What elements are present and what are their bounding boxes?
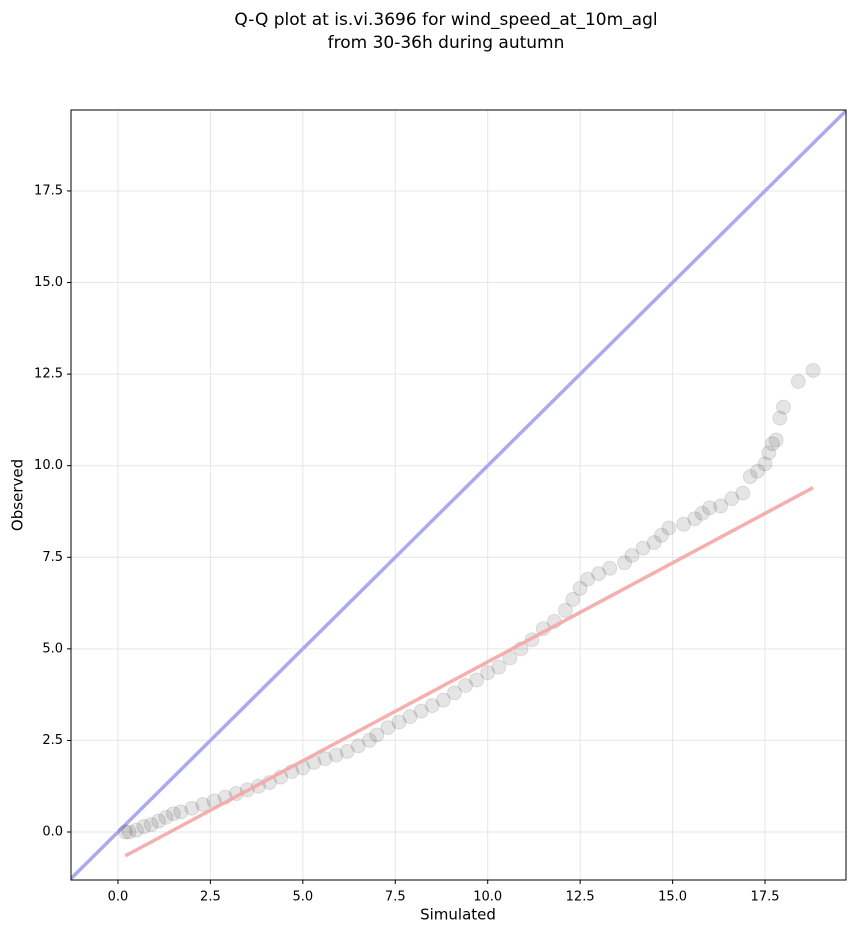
point — [458, 677, 474, 693]
y-tick-label: 5.0 — [42, 641, 63, 656]
point — [724, 491, 740, 507]
point — [764, 436, 780, 452]
point — [761, 445, 777, 461]
point — [173, 804, 189, 820]
point — [158, 809, 174, 825]
point — [121, 824, 137, 840]
point — [617, 555, 633, 571]
fit-line — [124, 486, 814, 858]
y-tick-label: 17.5 — [34, 183, 63, 198]
point — [380, 720, 396, 736]
point — [772, 410, 788, 426]
point — [572, 580, 588, 596]
point — [591, 566, 607, 582]
point — [653, 527, 669, 543]
point — [446, 685, 462, 701]
point — [742, 469, 758, 485]
identity-line — [71, 110, 846, 880]
point — [165, 806, 181, 822]
point — [565, 591, 581, 607]
y-tick-label: 12.5 — [34, 367, 63, 382]
point — [687, 511, 703, 527]
point — [128, 822, 144, 838]
point — [317, 751, 333, 767]
point — [713, 498, 729, 514]
point — [491, 659, 507, 675]
x-tick-label: 10.0 — [473, 890, 502, 905]
point — [369, 727, 385, 743]
point — [469, 672, 485, 688]
point — [646, 535, 662, 551]
y-tick-label: 0.0 — [42, 825, 63, 840]
point — [757, 456, 773, 472]
x-tick-label: 7.5 — [385, 890, 406, 905]
point — [480, 665, 496, 681]
point — [413, 703, 429, 719]
point — [435, 692, 451, 708]
point — [790, 373, 806, 389]
point — [184, 800, 200, 816]
point — [805, 362, 821, 378]
point — [750, 463, 766, 479]
point — [117, 824, 133, 840]
x-tick-label: 12.5 — [566, 890, 595, 905]
point — [735, 485, 751, 501]
y-tick-label: 7.5 — [42, 550, 63, 565]
point — [424, 698, 440, 714]
point — [624, 547, 640, 563]
chart-subtitle: from 30-36h during autumn — [328, 33, 565, 53]
point — [339, 743, 355, 759]
chart-title: Q-Q plot at is.vi.3696 for wind_speed_at… — [234, 10, 657, 30]
point — [350, 738, 366, 754]
point — [195, 797, 211, 813]
y-tick-label: 10.0 — [34, 458, 63, 473]
point — [402, 709, 418, 725]
y-axis-label: Observed — [9, 459, 27, 531]
point — [602, 560, 618, 576]
point — [557, 602, 573, 618]
x-tick-label: 0.0 — [108, 890, 129, 905]
x-tick-label: 17.5 — [751, 890, 780, 905]
point — [361, 732, 377, 748]
x-axis-label: Simulated — [420, 906, 496, 924]
x-tick-label: 15.0 — [658, 890, 687, 905]
point — [580, 571, 596, 587]
x-tick-label: 5.0 — [292, 890, 313, 905]
y-tick-label: 2.5 — [42, 733, 63, 748]
point — [676, 516, 692, 532]
x-tick-label: 2.5 — [200, 890, 221, 905]
point — [661, 520, 677, 536]
point — [694, 505, 710, 521]
point — [768, 432, 784, 448]
point — [151, 813, 167, 829]
plot-area — [71, 110, 846, 880]
point — [702, 500, 718, 516]
point — [776, 399, 792, 415]
plot-frame — [70, 109, 847, 881]
point — [143, 817, 159, 833]
point — [635, 540, 651, 556]
point — [136, 819, 152, 835]
point — [328, 747, 344, 763]
point — [391, 714, 407, 730]
y-tick-label: 15.0 — [34, 275, 63, 290]
